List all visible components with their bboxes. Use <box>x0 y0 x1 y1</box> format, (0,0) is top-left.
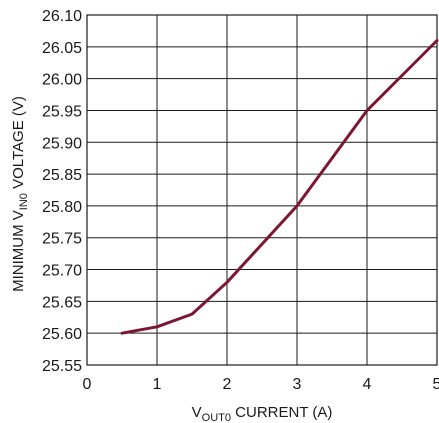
y-tick-label: 26.05 <box>42 40 82 57</box>
y-tick-label: 26.10 <box>42 8 82 25</box>
y-tick-label: 25.85 <box>42 167 82 184</box>
x-tick-label: 1 <box>153 376 162 393</box>
y-tick-label: 25.60 <box>42 326 82 343</box>
y-tick-label: 25.90 <box>42 135 82 152</box>
y-tick-label: 25.80 <box>42 199 82 216</box>
x-axis-label: VOUT0 CURRENT (A) <box>192 404 333 423</box>
y-axis-label-rest: VOLTAGE (V) <box>10 96 27 193</box>
x-axis-label-rest: CURRENT (A) <box>231 404 332 421</box>
plot-frame <box>86 14 438 366</box>
y-tick-label: 25.75 <box>42 231 82 248</box>
x-axis-label-main: V <box>192 404 202 421</box>
x-tick-labels: 0 1 2 3 4 5 <box>83 376 439 393</box>
y-tick-labels: 25.55 25.60 25.65 25.70 25.75 25.80 25.85 25.90… <box>42 8 82 375</box>
x-tick-label: 4 <box>363 376 372 393</box>
x-axis-label-sub: OUT0 <box>202 412 231 423</box>
y-axis-label: MINIMUM VIN0 VOLTAGE (V) <box>10 96 30 292</box>
y-axis-label-sub: IN0 <box>18 193 30 210</box>
y-axis-label-pre: MINIMUM V <box>10 210 27 292</box>
x-tick-label: 3 <box>293 376 302 393</box>
x-tick-label: 2 <box>223 376 232 393</box>
series-layer <box>120 39 439 335</box>
y-tick-label: 25.65 <box>42 294 82 311</box>
series-line-0 <box>120 39 439 335</box>
y-tick-label: 26.00 <box>42 72 82 89</box>
x-tick-label: 0 <box>83 376 92 393</box>
y-tick-label: 25.95 <box>42 103 82 120</box>
y-tick-label: 25.55 <box>42 358 82 375</box>
x-tick-label: 5 <box>433 376 439 393</box>
y-tick-label: 25.70 <box>42 263 82 280</box>
grid-lines <box>86 14 438 366</box>
